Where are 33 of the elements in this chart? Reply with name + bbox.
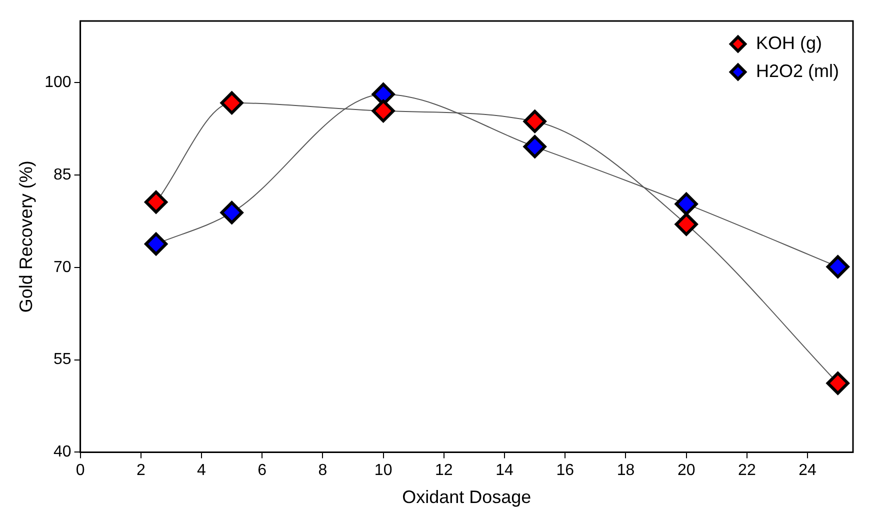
point	[372, 99, 395, 122]
x-tick-label: 14	[496, 462, 514, 480]
x-tick-label: 10	[374, 462, 392, 480]
point	[826, 372, 850, 395]
point	[523, 110, 546, 133]
point	[144, 232, 168, 256]
x-tick-label: 24	[798, 462, 817, 480]
y-tick-label: 100	[44, 74, 72, 92]
y-tick-label: 70	[54, 258, 72, 276]
x-tick-label: 6	[258, 462, 267, 480]
x-tick-label: 12	[435, 462, 453, 480]
point	[826, 255, 850, 278]
x-tick-label: 4	[197, 462, 206, 480]
legend-label: H2O2 (ml)	[756, 60, 840, 81]
y-tick-label: 55	[54, 351, 72, 368]
y-tick-label: 40	[54, 444, 72, 461]
x-tick-label: 18	[616, 462, 635, 480]
x-tick-label: 2	[136, 462, 146, 480]
x-tick-label: 20	[677, 462, 696, 480]
x-tick-label: 16	[556, 462, 574, 480]
legend-label: KOH (g)	[756, 32, 822, 53]
point	[523, 135, 546, 158]
point	[674, 192, 698, 216]
x-tick-label: 0	[76, 462, 85, 480]
point	[144, 190, 168, 214]
x-axis-title: Oxidant Dosage	[402, 487, 532, 508]
y-axis-title: Gold Recovery (%)	[16, 160, 36, 313]
y-tick-label: 85	[54, 166, 72, 184]
point	[220, 201, 244, 224]
x-tick-label: 22	[738, 462, 756, 480]
x-tick-label: 8	[318, 462, 328, 480]
point	[674, 212, 698, 236]
point	[220, 91, 244, 114]
